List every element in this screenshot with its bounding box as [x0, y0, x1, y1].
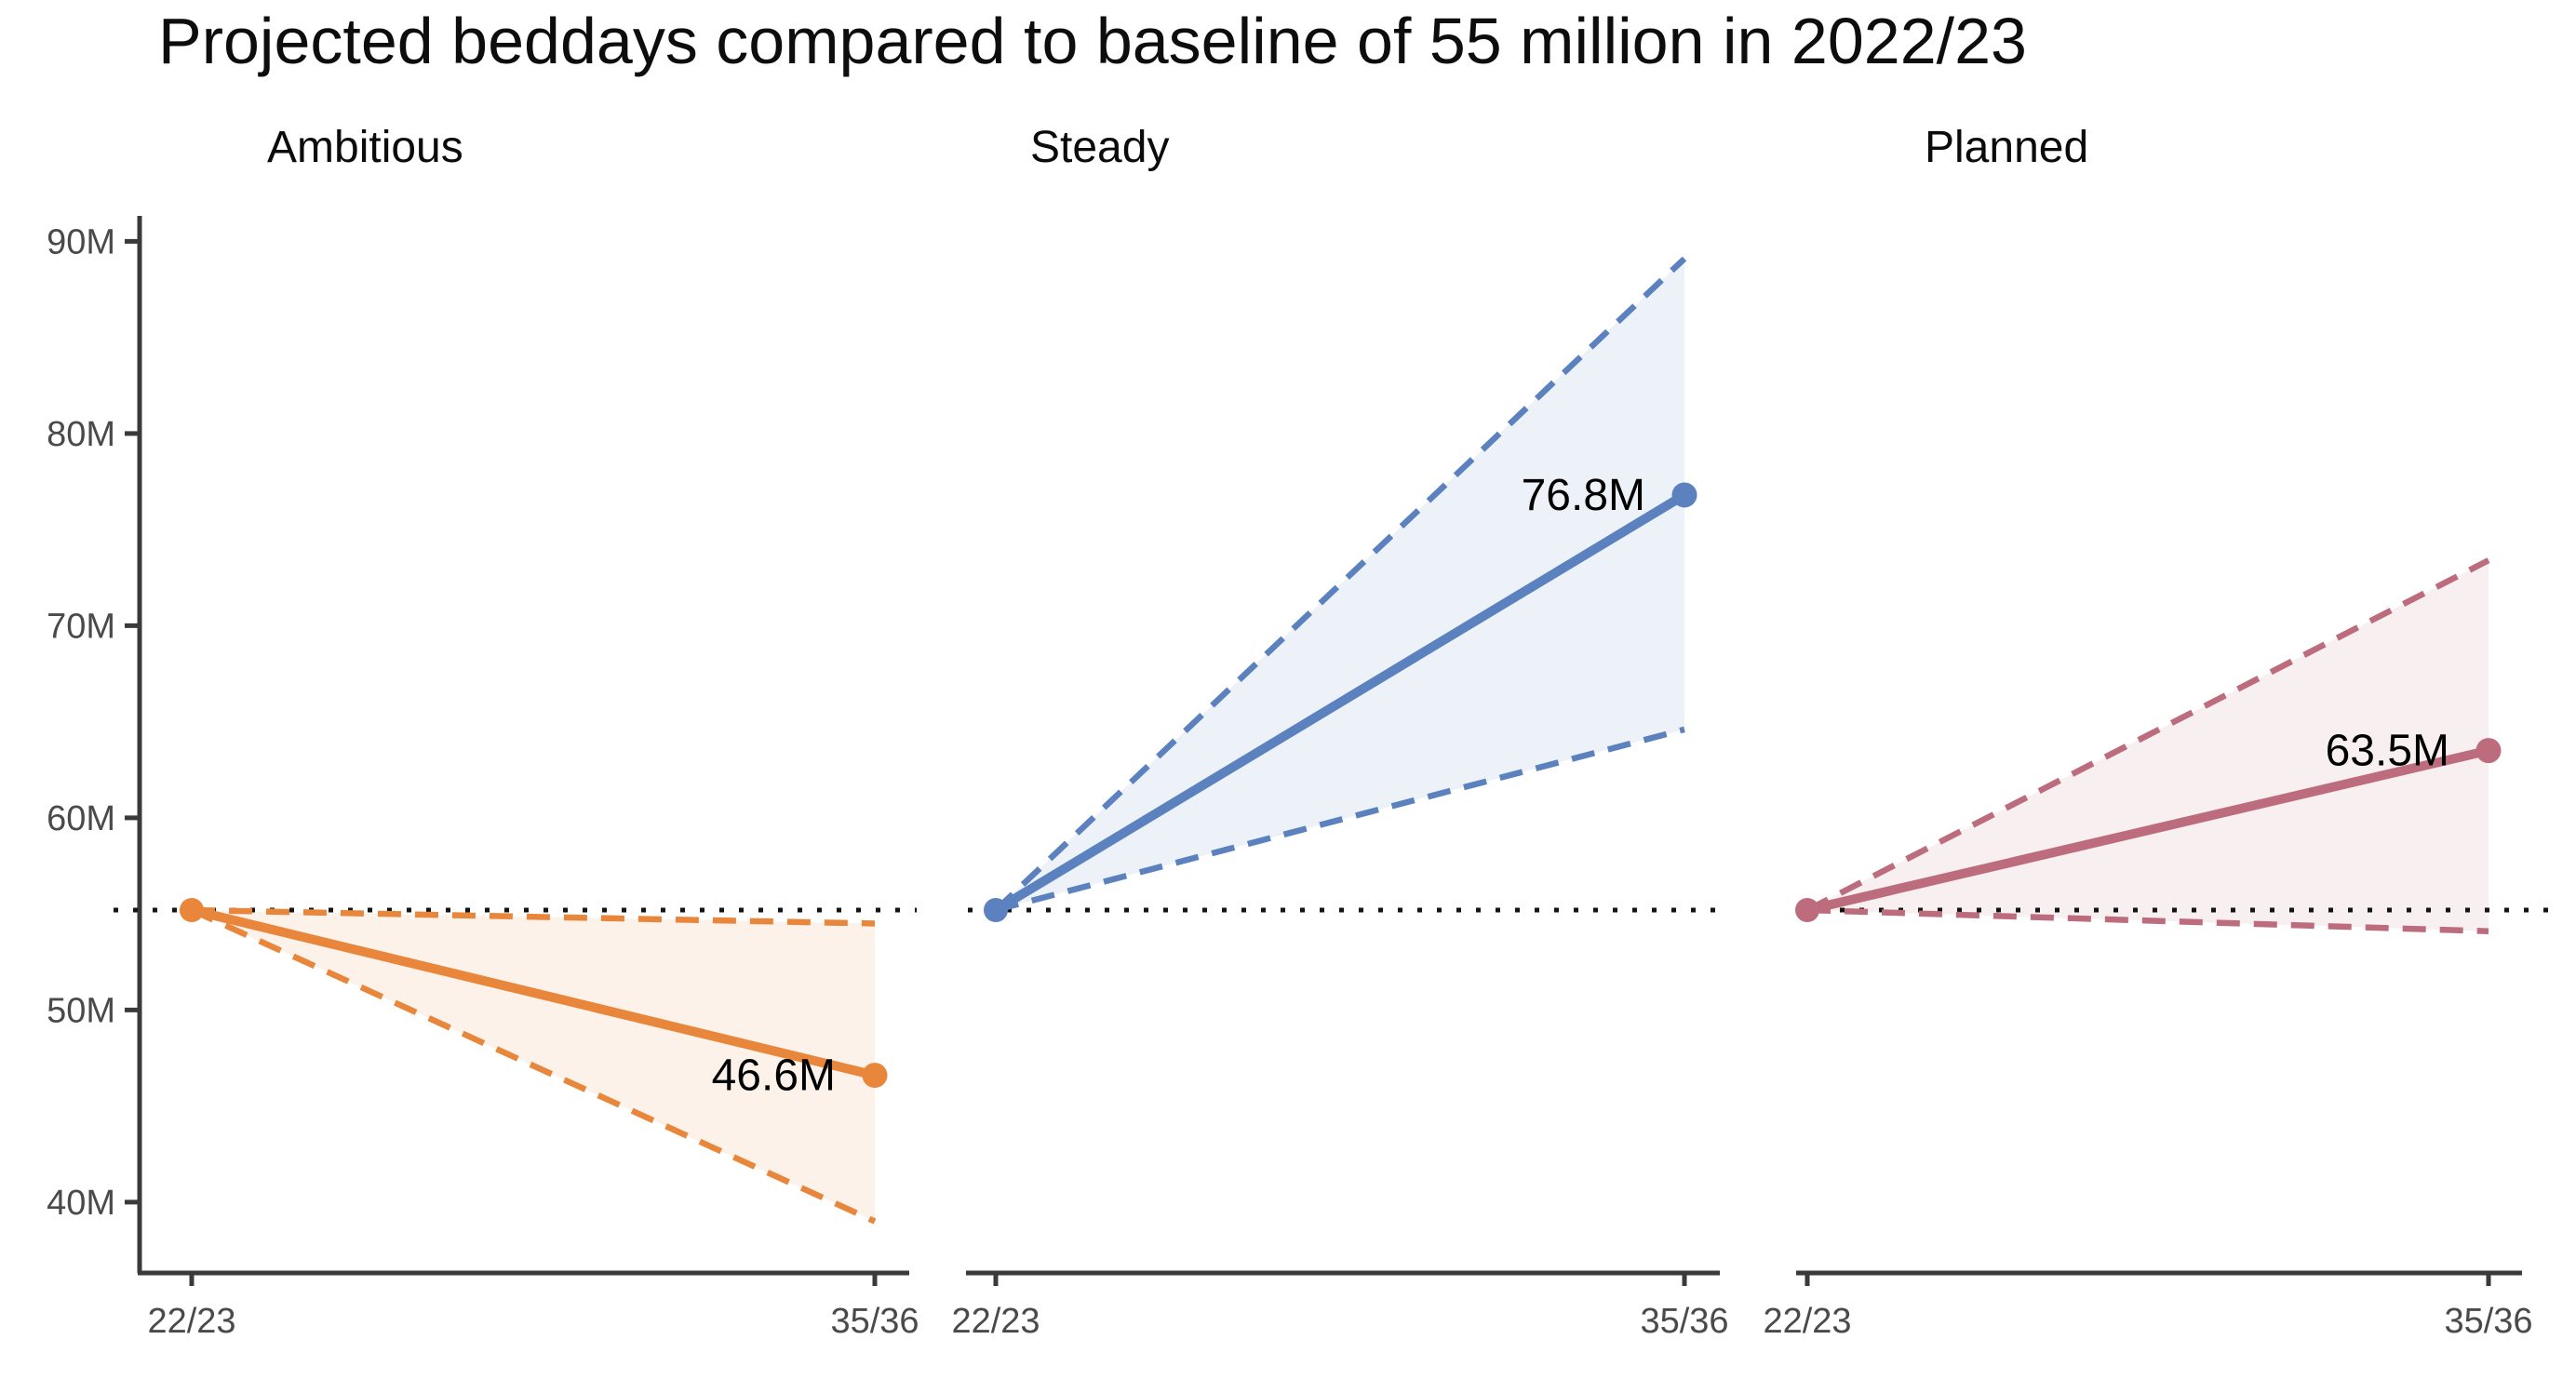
end-point-marker	[1671, 482, 1697, 508]
y-axis-tick-label: 80M	[47, 415, 115, 454]
panel-ambitious: 46.6M 22/23 35/36	[114, 898, 919, 1341]
value-label: 46.6M	[712, 1051, 836, 1101]
trend-line	[187, 905, 879, 1080]
x-axis-tick-label: 22/23	[147, 1302, 235, 1341]
chart-title: Projected beddays compared to baseline o…	[158, 5, 2027, 77]
ci-lower-line	[190, 907, 877, 1225]
trend-line	[991, 489, 1689, 915]
ci-upper-line	[191, 906, 876, 927]
x-axis-tick-label: 22/23	[1763, 1302, 1851, 1341]
trend-line	[1803, 745, 2493, 915]
facet-label-steady: Steady	[1030, 123, 1170, 172]
start-point-marker	[180, 898, 204, 922]
x-axis-tick-label: 35/36	[1640, 1302, 1728, 1341]
end-point-marker	[862, 1063, 888, 1089]
start-point-marker	[984, 898, 1008, 922]
ci-upper-line	[1805, 557, 2490, 913]
value-label: 76.8M	[1522, 471, 1645, 520]
y-axis-tick-label: 60M	[47, 799, 115, 838]
value-label: 63.5M	[2326, 727, 2449, 776]
facet-label-planned: Planned	[1925, 123, 2089, 172]
panel-planned: 63.5M 22/23 35/36	[1763, 557, 2550, 1341]
y-axis-tick-label: 70M	[47, 607, 115, 646]
x-axis-tick-label: 35/36	[830, 1302, 919, 1341]
facet-label-ambitious: Ambitious	[267, 123, 463, 172]
panel-steady: 76.8M 22/23 35/36	[951, 256, 1729, 1341]
y-axis-tick-label: 40M	[47, 1184, 115, 1223]
x-axis-tick-label: 22/23	[951, 1302, 1040, 1341]
x-axis-tick-label: 35/36	[2444, 1302, 2532, 1341]
start-point-marker	[1795, 898, 1819, 922]
end-point-marker	[2475, 738, 2502, 764]
ci-upper-line	[993, 256, 1687, 913]
y-axis-tick-label: 50M	[47, 991, 115, 1030]
ci-lower-line	[995, 726, 1685, 914]
ci-lower-line	[1806, 906, 2489, 934]
confidence-band	[1807, 560, 2489, 931]
y-axis-tick-label: 90M	[47, 222, 115, 261]
